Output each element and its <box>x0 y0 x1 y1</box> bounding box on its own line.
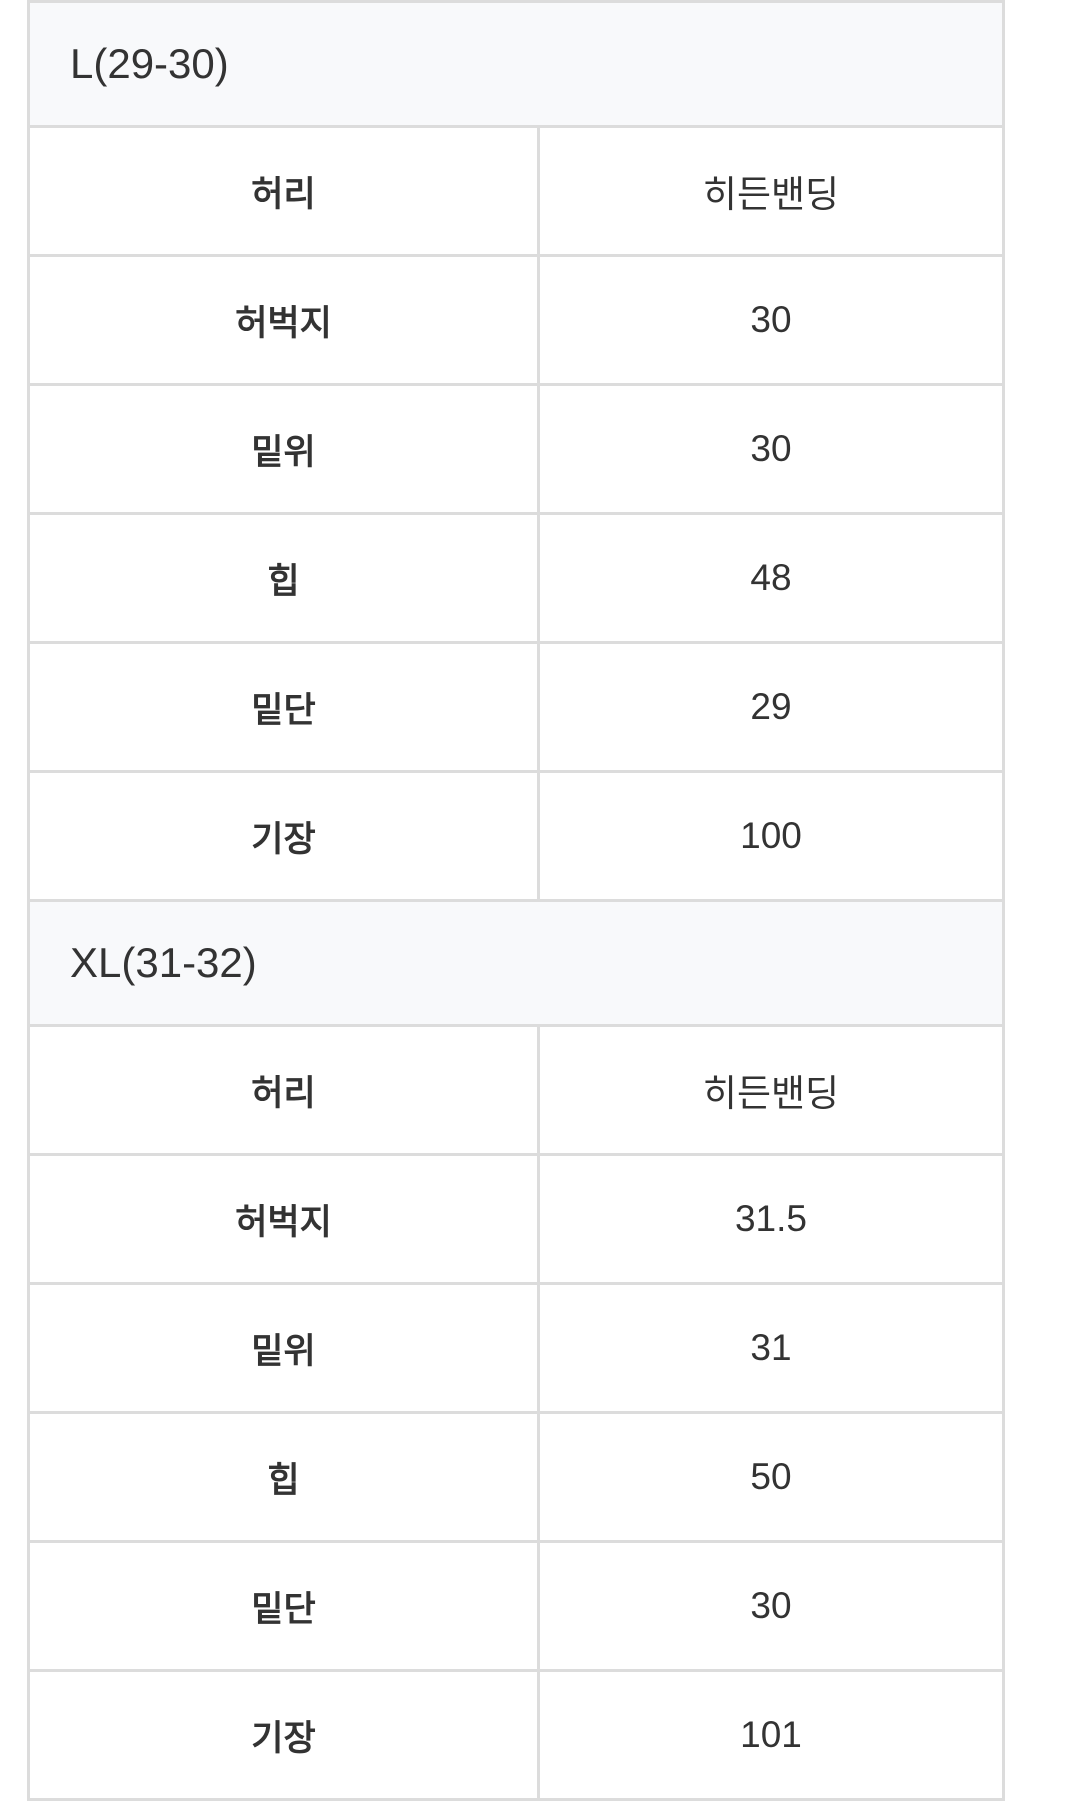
row-label: 기장 <box>30 773 540 899</box>
table-row: 기장 101 <box>30 1672 1002 1801</box>
table-row: 밑위 30 <box>30 386 1002 515</box>
table-row: 밑단 29 <box>30 644 1002 773</box>
table-row: 허리 히든밴딩 <box>30 1027 1002 1156</box>
row-value: 101 <box>740 1714 802 1755</box>
table-row: 허벅지 30 <box>30 257 1002 386</box>
row-value: 히든밴딩 <box>702 174 840 215</box>
row-label: 허리 <box>30 128 540 254</box>
row-value: 30 <box>750 1585 792 1626</box>
size-header-xl: XL(31-32) <box>30 902 1002 1027</box>
row-value: 100 <box>740 815 802 856</box>
table-row: 기장 100 <box>30 773 1002 902</box>
size-header-l: L(29-30) <box>30 3 1002 128</box>
row-value: 30 <box>750 299 792 340</box>
row-label: 힙 <box>30 1414 540 1540</box>
row-label: 허벅지 <box>30 257 540 383</box>
row-label: 힙 <box>30 515 540 641</box>
row-value: 29 <box>750 686 792 727</box>
row-label: 밑위 <box>30 1285 540 1411</box>
row-value: 48 <box>750 557 792 598</box>
row-label: 기장 <box>30 1672 540 1798</box>
table-row: 힙 48 <box>30 515 1002 644</box>
table-row: 힙 50 <box>30 1414 1002 1543</box>
table-row: 밑단 30 <box>30 1543 1002 1672</box>
table-row: 허리 히든밴딩 <box>30 128 1002 257</box>
table-row: 허벅지 31.5 <box>30 1156 1002 1285</box>
size-table: L(29-30) 허리 히든밴딩 허벅지 30 밑위 30 힙 48 밑단 29 기장 10… <box>27 0 1005 1801</box>
row-value: 50 <box>750 1456 792 1497</box>
row-label: 허벅지 <box>30 1156 540 1282</box>
row-value: 히든밴딩 <box>702 1073 840 1114</box>
row-value: 30 <box>750 428 792 469</box>
row-label: 밑단 <box>30 644 540 770</box>
row-value: 31 <box>750 1327 792 1368</box>
row-label: 밑단 <box>30 1543 540 1669</box>
row-value: 31.5 <box>734 1198 807 1239</box>
table-row: 밑위 31 <box>30 1285 1002 1414</box>
row-label: 허리 <box>30 1027 540 1153</box>
row-label: 밑위 <box>30 386 540 512</box>
